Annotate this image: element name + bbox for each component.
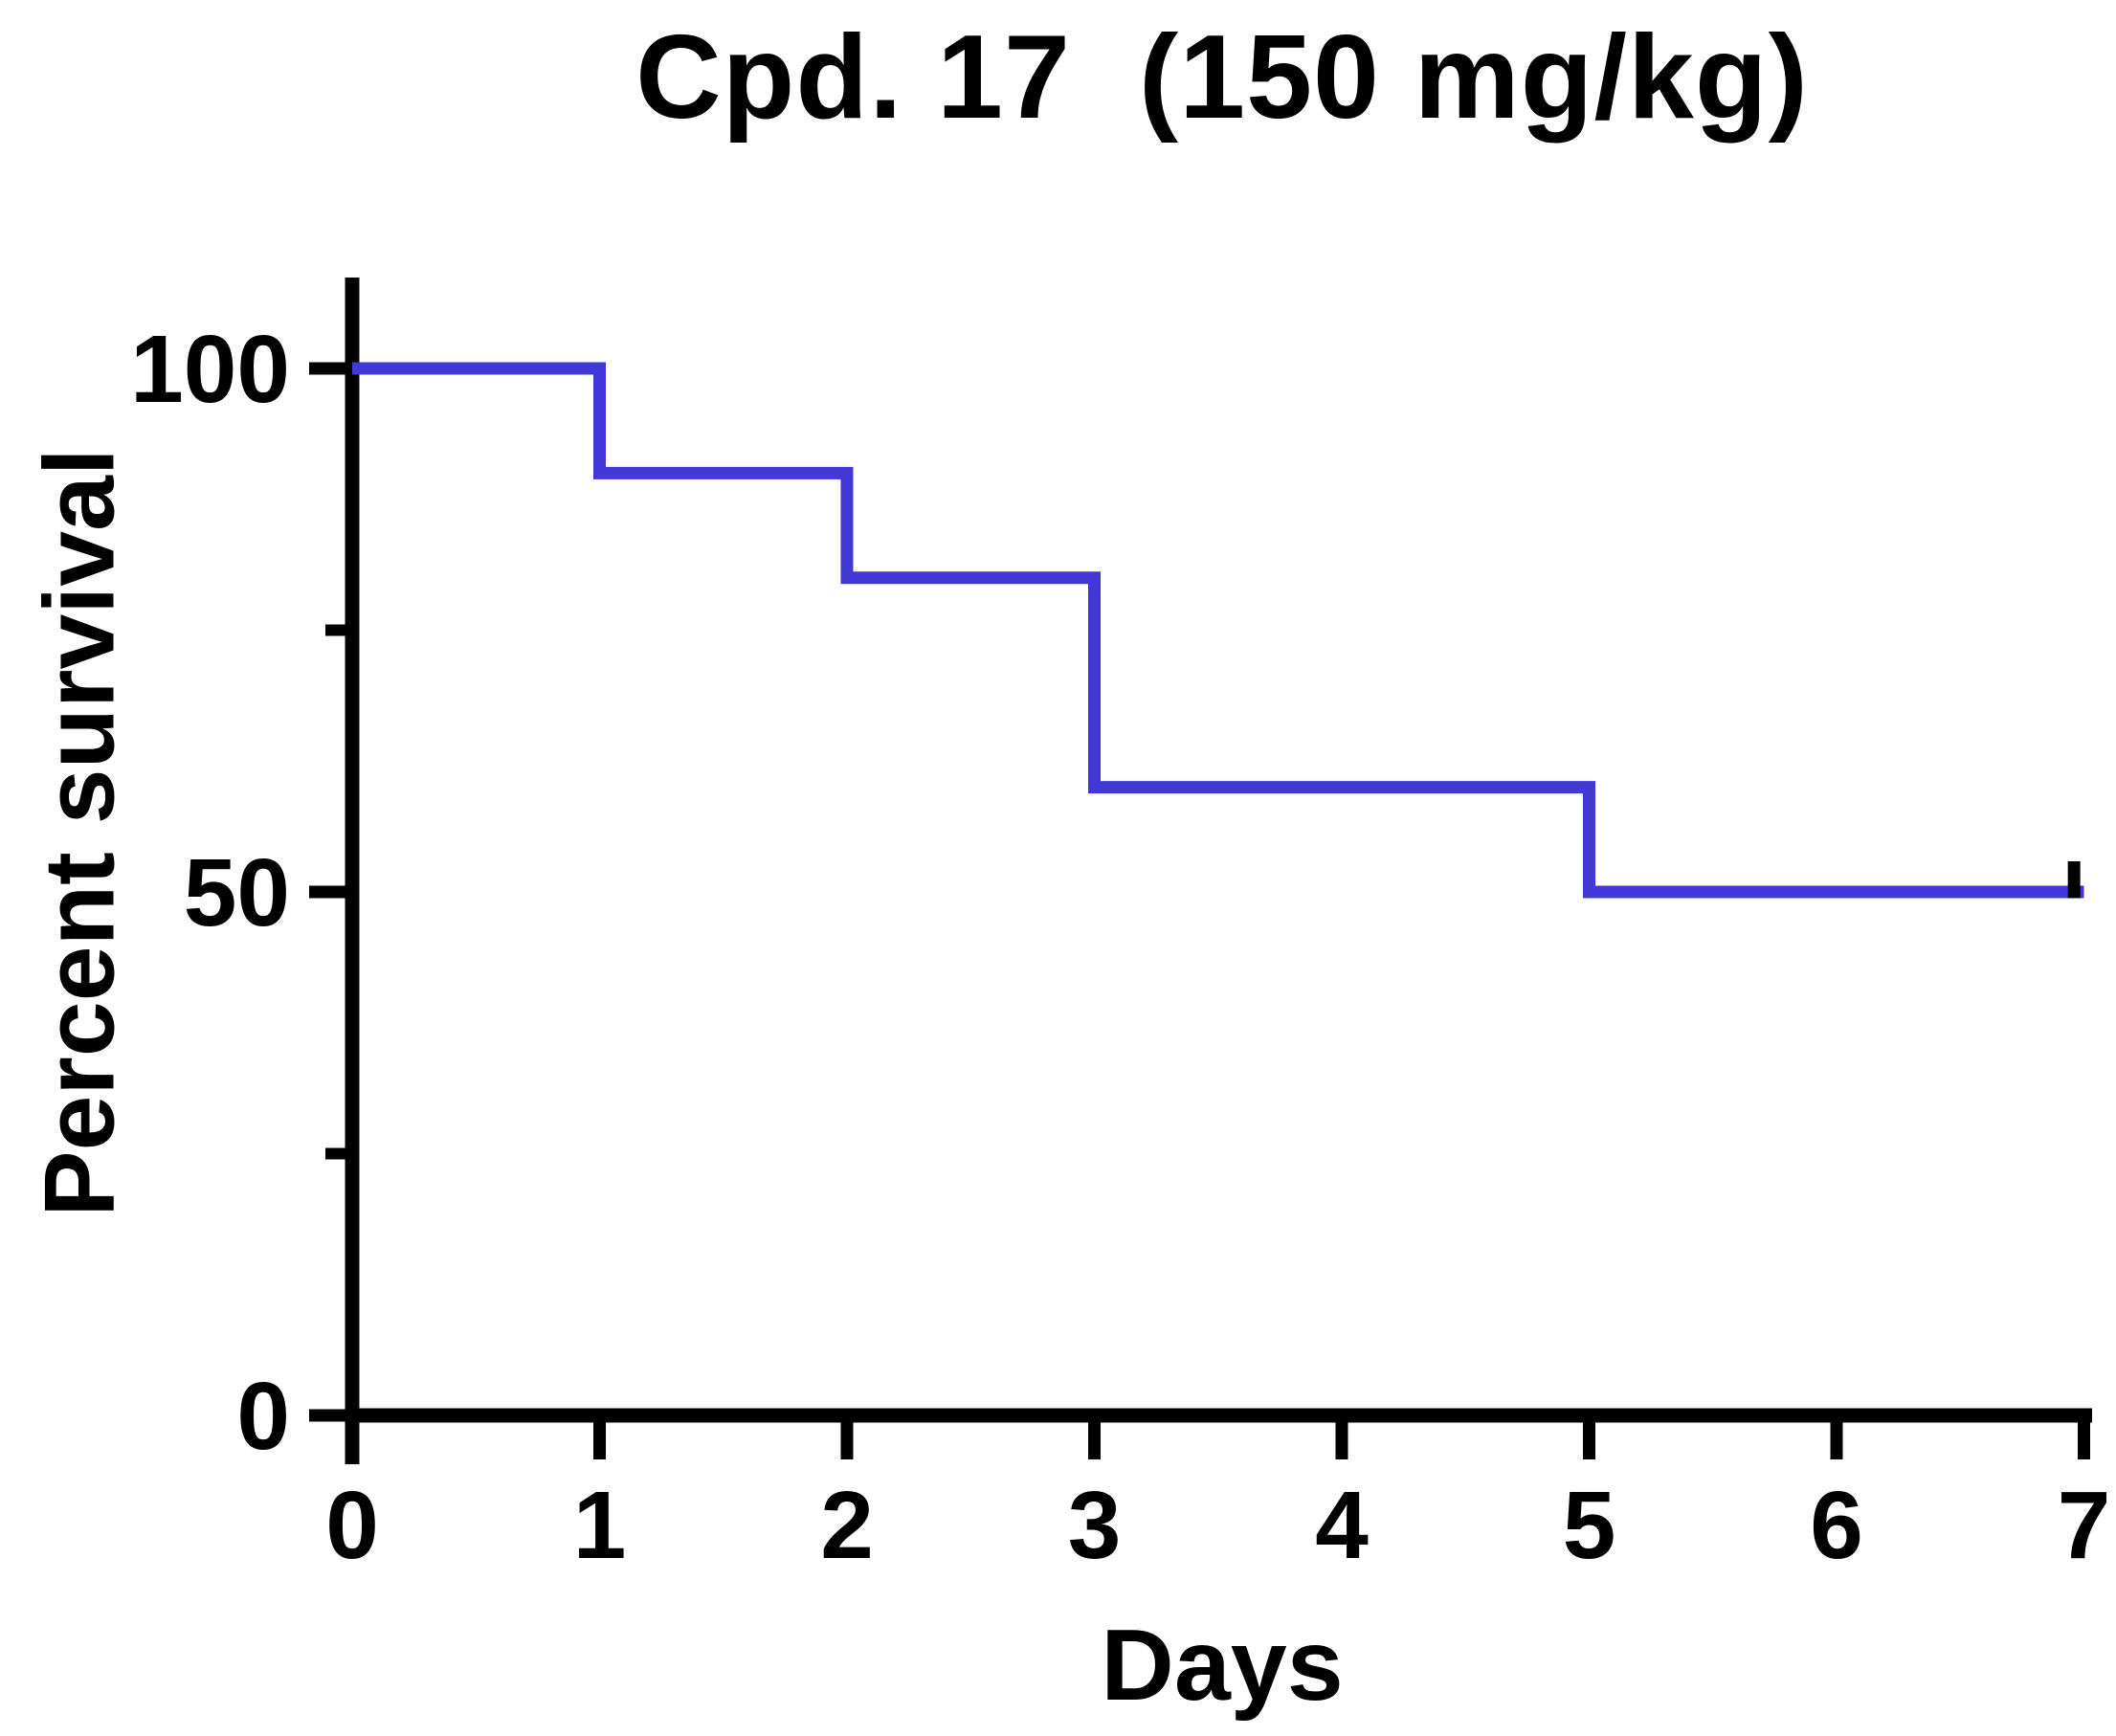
- x-tick-label: 5: [1563, 1472, 1616, 1579]
- x-tick-label: 7: [2058, 1472, 2111, 1579]
- y-tick-label: 50: [184, 839, 290, 946]
- x-tick-label: 4: [1315, 1472, 1369, 1579]
- x-tick-label: 2: [820, 1472, 874, 1579]
- x-tick-label: 1: [573, 1472, 627, 1579]
- x-tick-label: 0: [325, 1472, 379, 1579]
- x-tick-label: 6: [1810, 1472, 1863, 1579]
- x-axis-label: Days: [1101, 1609, 1344, 1722]
- y-tick-label: 0: [236, 1363, 290, 1470]
- y-tick-label: 100: [130, 316, 290, 423]
- x-tick-label: 3: [1068, 1472, 1122, 1579]
- survival-curve: [352, 362, 2084, 899]
- chart-title: Cpd. 17 (150 mg/kg): [635, 11, 1809, 144]
